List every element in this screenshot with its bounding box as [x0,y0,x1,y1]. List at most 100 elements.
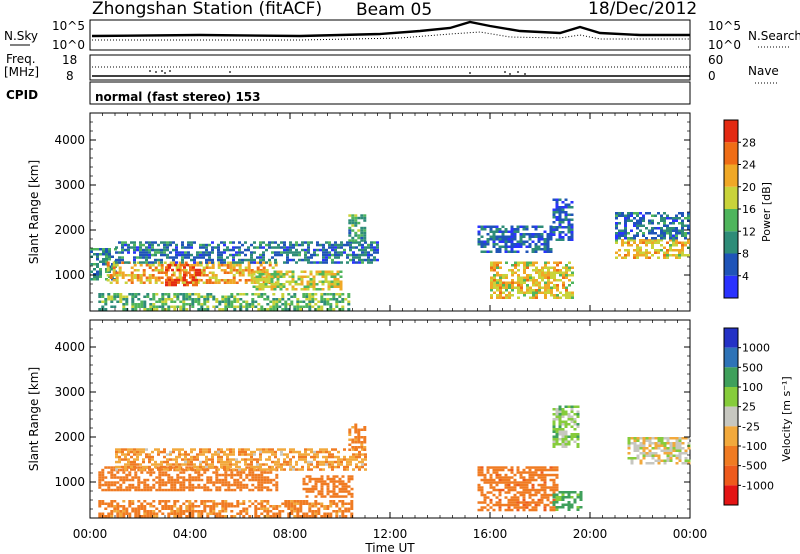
echo-cell [148,274,152,277]
echo-cell [280,241,283,244]
echo-cell [245,473,249,477]
echo-cell [627,442,631,445]
echo-cell [350,495,354,498]
echo-cell [332,510,336,513]
echo-cell [318,273,322,276]
echo-cell [296,507,300,510]
echo-cell [205,463,208,466]
echo-cell [185,308,189,311]
echo-cell [675,437,679,440]
echo-cell [148,248,151,252]
echo-cell [182,471,186,474]
echo-cell [215,298,219,301]
echo-cell [335,300,339,303]
echo-cell [185,303,189,306]
echo-cell [232,450,235,454]
echo-cell [486,471,490,474]
echo-cell [248,466,252,469]
echo-cell [558,221,562,224]
x-tick-label: 00:00 [73,527,108,541]
echo-cell [254,478,258,482]
echo-cell [145,246,148,249]
echo-cell [254,486,258,489]
echo-cell [121,458,124,461]
echo-cell [532,296,535,299]
echo-cell [173,512,177,515]
echo-cell [348,234,352,237]
echo-cell [236,505,240,508]
cpid-label: CPID [6,88,38,102]
echo-cell [329,480,333,483]
echo-cell [483,250,487,253]
echo-cell [522,468,526,472]
echo-cell [173,300,177,303]
echo-cell [552,491,556,494]
echo-cell [181,453,184,456]
echo-cell [516,245,520,248]
echo-cell [178,453,181,456]
echo-cell [334,251,337,254]
echo-cell [251,488,255,492]
echo-cell [151,241,154,244]
echo-cell [239,476,243,479]
echo-cell [543,506,547,509]
echo-cell [361,453,364,456]
echo-cell [663,452,667,455]
echo-cell [275,486,279,489]
echo-cell [657,239,660,242]
echo-cell [226,281,230,284]
echo-cell [107,483,111,487]
echo-cell [277,460,280,464]
echo-cell [223,271,227,274]
echo-cell [224,308,228,311]
echo-cell [195,281,198,284]
echo-cell [143,303,147,306]
echo-cell [199,460,202,464]
echo-cell [154,241,157,244]
echo-cell [146,510,150,513]
echo-cell [358,258,361,262]
echo-cell [348,239,352,242]
echo-cell [205,458,208,461]
echo-cell [217,261,221,264]
echo-cell [188,478,192,482]
echo-cell [199,463,202,466]
echo-cell [160,450,163,454]
echo-cell [98,473,102,477]
echo-cell [525,228,529,231]
echo-cell [247,448,250,451]
echo-cell [351,446,355,449]
echo-cell [315,283,319,286]
echo-cell [316,243,319,247]
echo-cell [302,305,306,308]
echo-cell [540,478,544,482]
echo-cell [209,478,213,482]
echo-cell [687,442,691,445]
echo-cell [155,515,159,518]
echo-cell [326,477,330,481]
echo-cell [333,278,337,281]
echo-cell [196,465,199,469]
echo-cell [567,218,571,221]
echo-cell [259,241,262,244]
echo-cell [250,465,253,469]
echo-cell [535,284,538,287]
echo-cell [507,498,511,502]
echo-cell [552,466,556,469]
echo-cell [239,512,243,515]
echo-cell [175,455,178,459]
echo-cell [115,261,118,264]
echo-cell [675,256,678,259]
echo-cell [660,234,663,237]
echo-cell [215,471,219,474]
echo-cell [308,480,312,483]
echo-cell [250,256,253,259]
echo-cell [519,501,523,504]
echo-cell [540,483,544,487]
echo-cell [178,448,181,451]
echo-cell [194,500,198,503]
echo-cell [576,423,580,426]
echo-cell [136,279,140,282]
echo-cell [203,295,207,298]
